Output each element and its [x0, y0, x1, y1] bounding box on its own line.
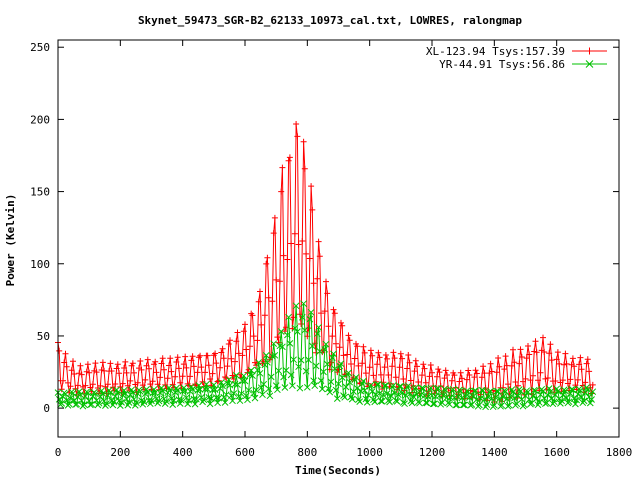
x-tick-label: 0 — [55, 446, 62, 459]
x-tick-label: 1200 — [419, 446, 446, 459]
x-axis-label: Time(Seconds) — [295, 464, 381, 477]
x-tick-label: 200 — [110, 446, 130, 459]
x-tick-label: 400 — [173, 446, 193, 459]
y-tick-label: 200 — [30, 113, 50, 126]
y-tick-label: 100 — [30, 258, 50, 271]
x-tick-label: 1800 — [606, 446, 633, 459]
x-tick-label: 600 — [235, 446, 255, 459]
x-tick-label: 1600 — [543, 446, 570, 459]
plot-frame — [57, 39, 620, 438]
legend-marker — [586, 47, 593, 55]
x-axis: 0 200 400 600 800 1000 1200 1400 1600 1800 — [55, 40, 633, 459]
x-tick-label: 800 — [297, 446, 317, 459]
legend-label: YR-44.91 Tsys:56.86 — [439, 58, 565, 71]
y-tick-label: 250 — [30, 41, 50, 54]
x-tick-label: 1400 — [481, 446, 508, 459]
x-tick-label: 1000 — [356, 446, 383, 459]
series-line — [57, 123, 594, 403]
legend-marker — [585, 60, 594, 68]
chart-title: Skynet_59473_SGR-B2_62133_10973_cal.txt,… — [138, 14, 522, 27]
legend-label: XL-123.94 Tsys:157.39 — [426, 45, 565, 58]
y-axis: 0 50 100 150 200 250 — [30, 41, 619, 415]
y-tick-label: 150 — [30, 186, 50, 199]
plot-data — [54, 121, 597, 411]
y-tick-label: 0 — [43, 402, 50, 415]
y-axis-label: Power (Kelvin) — [4, 194, 17, 287]
y-tick-label: 50 — [37, 330, 50, 343]
